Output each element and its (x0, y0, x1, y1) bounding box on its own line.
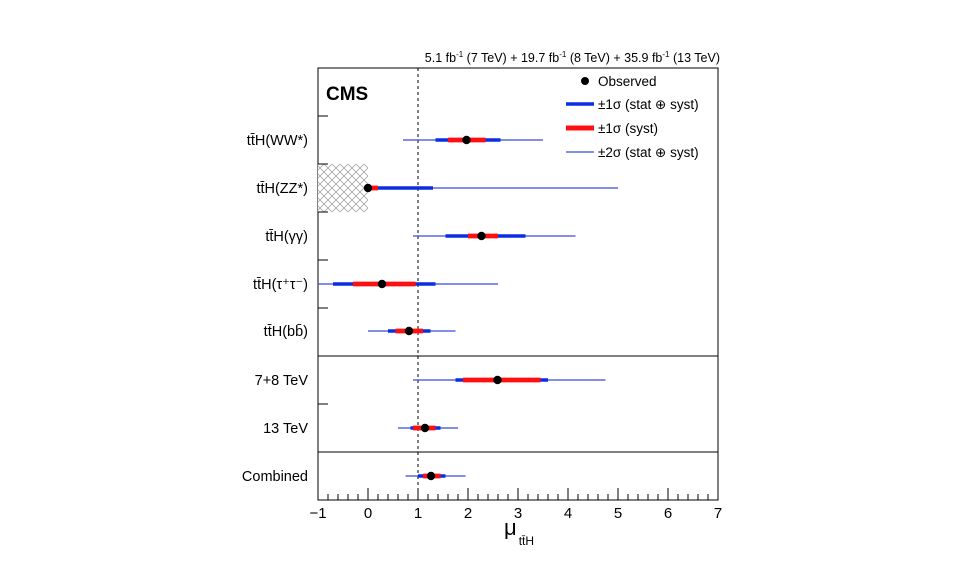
category-label: tt̄H(WW*) (247, 133, 308, 149)
observed-point (493, 375, 502, 385)
category-row (398, 423, 458, 433)
legend-label: ±1σ (syst) (598, 121, 658, 136)
legend-entry: ±2σ (stat ⊕ syst) (566, 145, 699, 160)
experiment-label: CMS (326, 84, 368, 105)
legend-label: ±2σ (stat ⊕ syst) (598, 145, 699, 160)
legend-entry: ±1σ (syst) (566, 121, 658, 136)
category-label: Combined (242, 469, 308, 485)
observed-point (426, 471, 436, 481)
x-axis-label: μtt̄H (504, 515, 534, 548)
excluded-region-hatch (318, 164, 368, 212)
legend-label: Observed (598, 74, 657, 89)
x-tick-label: 6 (664, 505, 672, 522)
category-row (368, 326, 456, 336)
observed-point (420, 423, 430, 433)
category-label: 13 TeV (263, 421, 308, 437)
category-label: tt̄H(bb̄) (264, 324, 308, 340)
category-label: tt̄H(ZZ*) (256, 181, 308, 197)
x-tick-label: 0 (364, 505, 372, 522)
category-row (413, 231, 576, 241)
x-tick-label: 5 (614, 505, 622, 522)
category-label: tt̄H(γγ) (265, 229, 308, 245)
x-tick-label: −1 (309, 505, 326, 522)
observed-point (404, 326, 414, 336)
category-row (413, 375, 606, 385)
category-row (403, 135, 543, 145)
observed-point (377, 279, 387, 289)
category-label: tt̄H(τ⁺τ⁻) (253, 277, 308, 293)
observed-point (363, 183, 373, 193)
legend-label: ±1σ (stat ⊕ syst) (598, 97, 699, 112)
x-tick-label: 2 (464, 505, 472, 522)
category-row (405, 471, 466, 481)
category-row (318, 279, 498, 289)
category-row (363, 183, 618, 193)
x-tick-label: 4 (564, 505, 572, 522)
category-label: 7+8 TeV (255, 373, 309, 389)
x-tick-label: 7 (714, 505, 722, 522)
observed-point (477, 231, 486, 241)
x-tick-label: 1 (414, 505, 422, 522)
legend-marker-observed (581, 77, 589, 85)
luminosity-label: 5.1 fb-1 (7 TeV) + 19.7 fb-1 (8 TeV) + 3… (425, 50, 720, 65)
legend-entry: Observed (581, 74, 657, 89)
legend-entry: ±1σ (stat ⊕ syst) (566, 97, 699, 112)
observed-point (462, 135, 471, 145)
x-tick-label: 3 (514, 505, 522, 522)
